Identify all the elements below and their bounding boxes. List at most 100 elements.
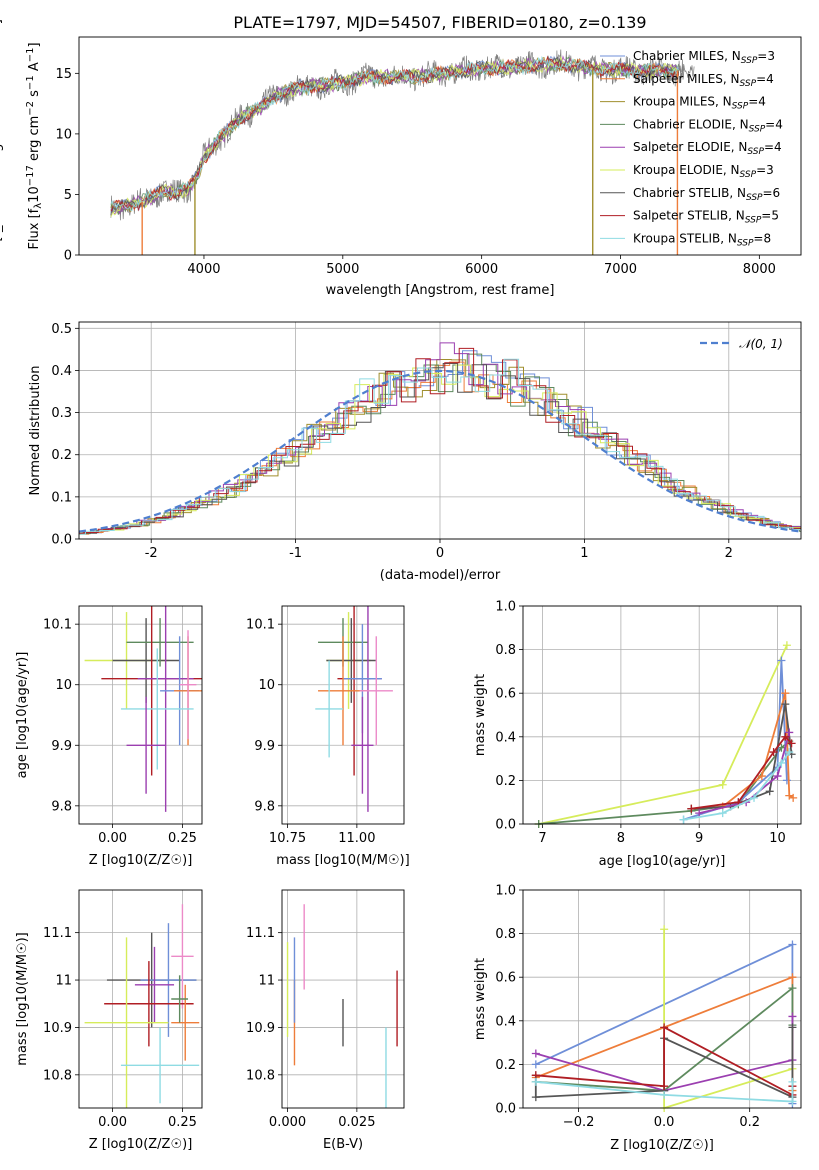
errorbar-marks [315, 606, 393, 812]
x-tick-label: 0 [436, 546, 444, 561]
y-tick-label: 11 [55, 974, 72, 989]
x-axis-label: age [log10(age/yr)] [599, 854, 726, 869]
y-tick-label: 10.8 [246, 1068, 275, 1083]
x-tick-label: 7 [538, 831, 546, 846]
axes-frame [78, 36, 802, 256]
legend-series-name: Salpeter STELIB, N [633, 209, 745, 223]
legend-nssp-value: =4 [764, 140, 782, 154]
legend-label: Kroupa STELIB, NSSP=8 [633, 231, 771, 248]
y-label-part: 10 [27, 186, 42, 203]
legend-nssp-value: =4 [748, 95, 766, 109]
legend-nssp-value: =4 [765, 117, 783, 131]
x-axis-label: mass [log10(M/M☉)] [276, 853, 409, 868]
weight-point-marker [531, 1060, 540, 1069]
y-tick-label: 11.1 [43, 926, 72, 941]
weight-point-marker [531, 1093, 540, 1102]
legend-label: Salpeter ELODIE, NSSP=4 [633, 140, 782, 157]
histogram-step-line [79, 358, 801, 535]
legend-label: Salpeter STELIB, NSSP=5 [633, 209, 779, 226]
x-axis-label: E(B-V) [323, 1137, 363, 1152]
y-tick-label: 1.0 [495, 600, 516, 615]
legend-subscript: SSP [737, 238, 754, 248]
weight-series-line [535, 1080, 794, 1103]
y-tick-label: 0.4 [495, 730, 516, 745]
y-axis-label: mass weight [473, 958, 488, 1040]
y-tick-label: 0.1 [51, 490, 72, 505]
y-tick-label: 10.1 [43, 618, 72, 633]
y-tick-label: 9.8 [51, 799, 72, 814]
legend-nssp-value: =4 [756, 72, 774, 86]
legend-series-name: Kroupa ELODIE, N [633, 163, 740, 177]
axes-frame [281, 605, 405, 825]
y-tick-label: 0.2 [495, 1058, 516, 1073]
y-tick-label: 1.0 [495, 884, 516, 899]
age-vs-Z-panel: 0.00 0.25 9.8 9.9 10 10.1 Z [log10(Z/Z☉)] age [… [15, 605, 203, 868]
legend-subscript: SSP [732, 102, 749, 112]
weight-point-marker [788, 973, 797, 982]
weight-point-marker [787, 739, 796, 748]
y-axis-label: Flux [f_λ10^-17 erg cm^-2 s^-1 A^-1] [0, 19, 4, 273]
legend-label: Salpeter MILES, NSSP=4 [633, 72, 774, 89]
y-tick-label: 11.1 [246, 926, 275, 941]
x-tick-label: 11.00 [338, 831, 375, 846]
legend-subscript: SSP [745, 216, 762, 226]
weight-point-marker [781, 689, 790, 698]
model-spectrum-line [110, 55, 679, 212]
x-tick-label: 9 [695, 831, 703, 846]
weight-point-marker [718, 780, 727, 789]
weight-point-marker [785, 748, 794, 757]
weight-point-marker [769, 748, 778, 757]
weight-point-marker [660, 1090, 669, 1099]
x-tick-label: 0.025 [338, 1115, 375, 1130]
x-axis-label: wavelength [Angstrom, rest frame] [326, 283, 555, 298]
weight-point-marker [789, 793, 798, 802]
histogram-step-line [79, 347, 801, 534]
y-label-part: −17 [25, 165, 36, 186]
errorbar-marks [84, 904, 200, 1108]
weight-point-marker [750, 793, 759, 802]
legend-subscript: SSP [740, 170, 757, 180]
y-tick-label: 10 [258, 678, 275, 693]
weight-point-marker [718, 809, 727, 818]
axes-frame [522, 889, 802, 1109]
axes-frame [78, 605, 203, 825]
y-tick-label: 10.1 [246, 618, 275, 633]
axes-frame [78, 889, 203, 1109]
weight-point-marker [788, 940, 797, 949]
histogram-step-line [79, 363, 801, 535]
x-tick-label: 0.2 [739, 1115, 760, 1130]
y-tick-label: 0.0 [495, 818, 516, 833]
x-tick-label: 0.25 [168, 1115, 197, 1130]
weight-series-line [663, 929, 793, 1110]
y-tick-label: 10.8 [43, 1068, 72, 1083]
weight-point-marker [765, 787, 774, 796]
spectrum-panel: 4000 5000 6000 7000 8000 0 5 10 15 wavelength [An… [0, 19, 802, 298]
x-axis-label: Z [log10(Z/Z☉)] [89, 1137, 193, 1152]
y-tick-label: 10.9 [43, 1021, 72, 1036]
x-tick-label: 4000 [187, 262, 220, 277]
legend-series-name: Kroupa MILES, N [633, 95, 732, 109]
weight-point-marker [660, 925, 669, 934]
legend-series-name: Salpeter ELODIE, N [633, 140, 747, 154]
x-axis-label: Z [log10(Z/Z☉)] [610, 1138, 714, 1153]
y-axis-label: Normed distribution [28, 366, 43, 496]
y-tick-label: 0.6 [495, 687, 516, 702]
weight-point-marker [757, 772, 766, 781]
weight-point-marker [788, 1023, 797, 1032]
legend-nssp-value: =3 [756, 163, 774, 177]
weight-lines [534, 641, 798, 828]
histogram-step-line [79, 342, 801, 535]
legend-series-name: Chabrier MILES, N [633, 49, 741, 63]
weight-point-marker [777, 656, 786, 665]
axes-frame [281, 889, 405, 1109]
y-label-part: −1 [25, 75, 36, 90]
figure-title: PLATE=1797, MJD=54507, FIBERID=0180, z=0… [233, 13, 646, 32]
weight-point-marker [781, 700, 790, 709]
x-tick-label: −0.2 [563, 1115, 595, 1130]
legend-series-name: Salpeter MILES, N [633, 72, 740, 86]
x-tick-label: 10.75 [269, 831, 306, 846]
y-label-part: s [27, 90, 42, 101]
legend-series-name: Chabrier ELODIE, N [633, 117, 749, 131]
axes-frame [522, 605, 802, 825]
weight-point-marker [781, 732, 790, 741]
